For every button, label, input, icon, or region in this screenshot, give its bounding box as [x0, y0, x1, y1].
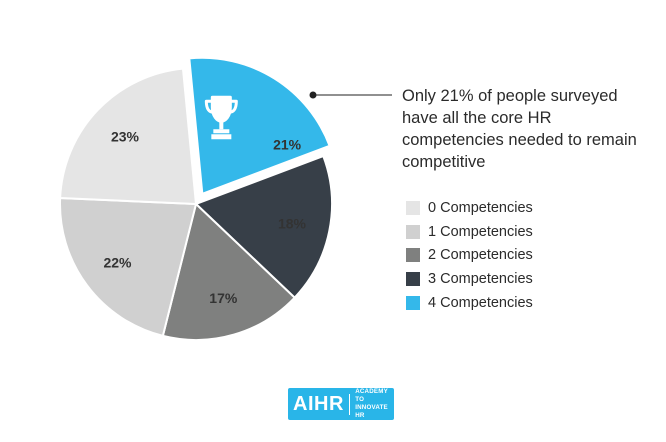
legend-label: 0 Competencies	[428, 199, 533, 216]
slice-value-label: 21%	[273, 137, 302, 153]
callout-text: Only 21% of people surveyed have all the…	[402, 87, 637, 171]
slice-value-label: 17%	[209, 290, 238, 306]
callout-dot	[309, 91, 317, 99]
legend-label: 1 Competencies	[428, 223, 533, 240]
aihr-logo: AIHR ACADEMY TO INNOVATE HR	[288, 388, 394, 420]
legend-swatch	[406, 200, 420, 215]
trophy-icon	[204, 95, 238, 140]
slice-value-label: 18%	[278, 215, 307, 231]
legend-item: 2 Competencies	[406, 243, 533, 267]
legend-item: 3 Competencies	[406, 267, 533, 291]
legend-label: 4 Competencies	[428, 294, 533, 311]
legend-swatch	[406, 224, 420, 239]
logo-tagline-line: INNOVATE HR	[355, 404, 388, 419]
slice-value-label: 22%	[103, 255, 132, 271]
pie-slice	[161, 202, 297, 341]
legend-swatch	[406, 295, 420, 310]
slice-value-label: 23%	[111, 129, 140, 145]
legend-swatch	[406, 248, 420, 263]
legend-item: 4 Competencies	[406, 291, 533, 315]
pie-slice	[59, 196, 198, 338]
logo-tagline-line: ACADEMY TO	[355, 388, 388, 403]
legend-item: 1 Competencies	[406, 220, 533, 244]
logo-wordmark: AIHR	[293, 392, 344, 415]
pie-slice	[59, 67, 198, 206]
legend: 0 Competencies 1 Competencies 2 Competen…	[406, 196, 533, 314]
legend-label: 2 Competencies	[428, 247, 533, 264]
legend-label: 3 Competencies	[428, 270, 533, 287]
pie-slice	[188, 56, 331, 196]
pie-slice	[194, 154, 333, 300]
logo-divider	[348, 393, 351, 415]
legend-item: 0 Competencies	[406, 196, 533, 220]
logo-tagline: ACADEMY TO INNOVATE HR	[355, 388, 394, 420]
legend-swatch	[406, 271, 420, 286]
